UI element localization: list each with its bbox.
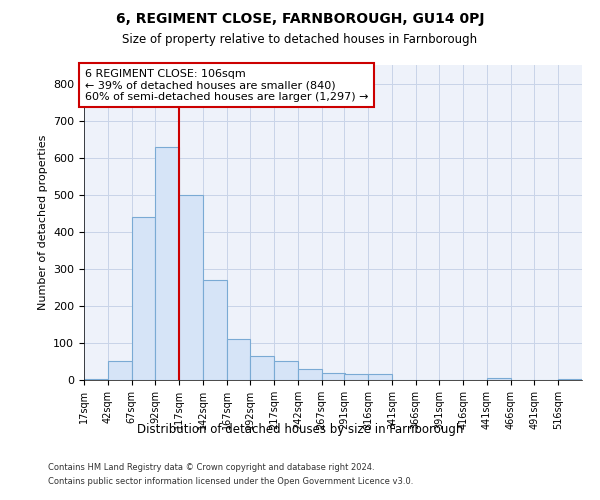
Text: Distribution of detached houses by size in Farnborough: Distribution of detached houses by size … (137, 422, 463, 436)
Text: Contains HM Land Registry data © Crown copyright and database right 2024.: Contains HM Land Registry data © Crown c… (48, 462, 374, 471)
Bar (487, 378, 511, 380)
Text: 6 REGIMENT CLOSE: 106sqm
← 39% of detached houses are smaller (840)
60% of semi-: 6 REGIMENT CLOSE: 106sqm ← 39% of detach… (85, 68, 368, 102)
Bar (108, 362, 131, 380)
Bar (274, 362, 298, 380)
Bar (298, 369, 322, 380)
Text: 6, REGIMENT CLOSE, FARNBOROUGH, GU14 0PJ: 6, REGIMENT CLOSE, FARNBOROUGH, GU14 0PJ (116, 12, 484, 26)
Y-axis label: Number of detached properties: Number of detached properties (38, 135, 47, 310)
Bar (227, 339, 250, 380)
Bar (203, 280, 227, 380)
Bar (84, 379, 108, 380)
Bar (322, 372, 346, 380)
Bar (344, 374, 368, 380)
Text: Size of property relative to detached houses in Farnborough: Size of property relative to detached ho… (122, 32, 478, 46)
Bar (179, 194, 203, 380)
Bar (368, 374, 392, 380)
Bar (250, 356, 274, 380)
Bar (131, 217, 155, 380)
Bar (155, 146, 179, 380)
Bar (558, 379, 582, 380)
Text: Contains public sector information licensed under the Open Government Licence v3: Contains public sector information licen… (48, 478, 413, 486)
